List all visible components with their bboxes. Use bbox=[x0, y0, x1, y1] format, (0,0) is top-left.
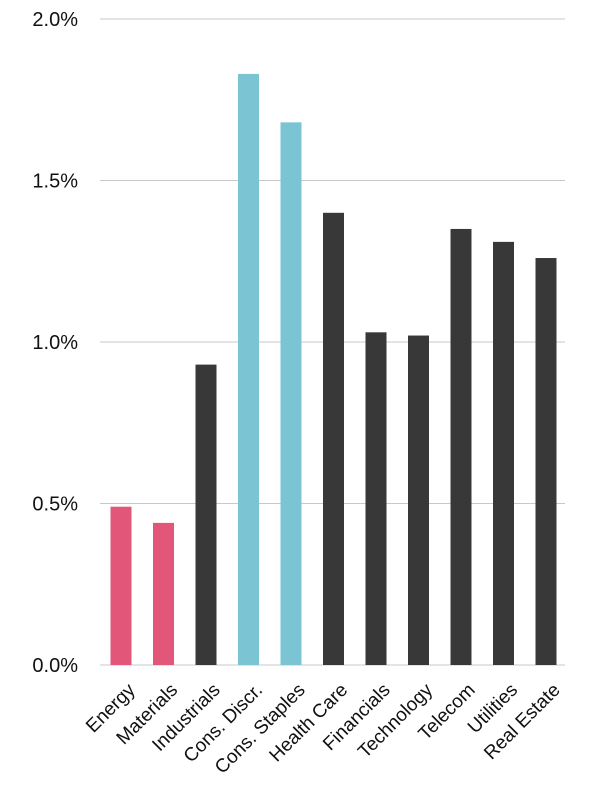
y-tick-label: 1.0% bbox=[32, 332, 78, 354]
bar-cons-discr bbox=[238, 73, 259, 665]
y-tick-label: 1.5% bbox=[32, 171, 78, 193]
bar-industrials bbox=[195, 364, 217, 665]
bar-utilities bbox=[493, 241, 514, 665]
bar-health-care bbox=[323, 212, 344, 666]
bar-technology bbox=[408, 335, 429, 665]
bar-telecom bbox=[450, 228, 472, 665]
bar-cons-staples bbox=[280, 122, 302, 666]
bar-real-estate bbox=[535, 258, 557, 665]
y-tick-label: 2.0% bbox=[32, 9, 78, 31]
bar-materials bbox=[153, 522, 174, 665]
bar-financials bbox=[365, 332, 387, 665]
y-axis-tick-labels: 0.0% 0.5% 1.0% 1.5% 2.0% bbox=[32, 9, 78, 677]
bars bbox=[110, 73, 557, 666]
y-tick-label: 0.5% bbox=[32, 494, 78, 516]
bar-energy bbox=[110, 506, 132, 665]
y-tick-label: 0.0% bbox=[32, 655, 78, 677]
